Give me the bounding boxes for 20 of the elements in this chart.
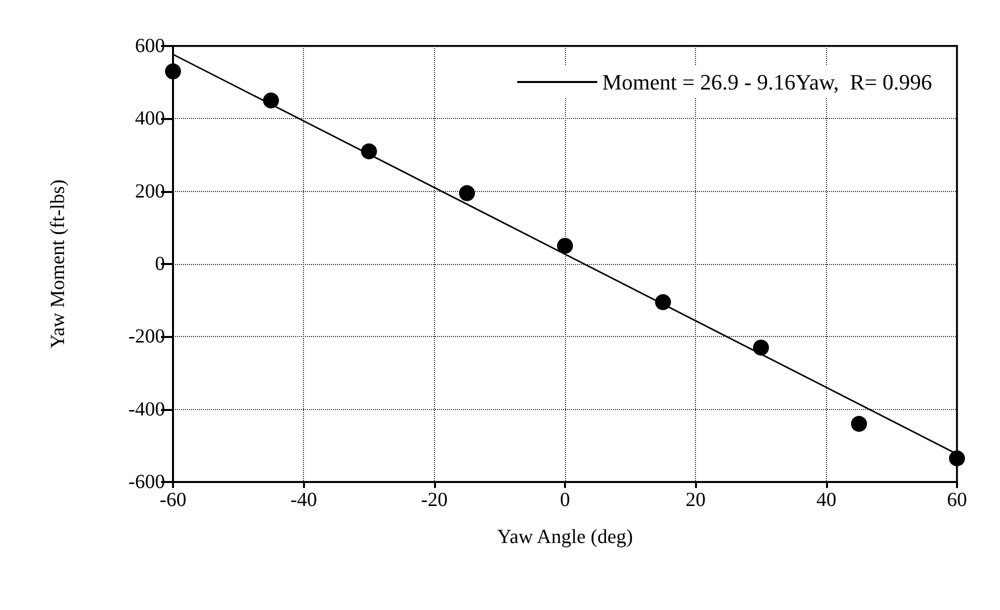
point (949, 450, 965, 466)
point (753, 340, 769, 356)
y-tick-label: -400 (128, 398, 165, 420)
point (459, 185, 475, 202)
x-tick-label: -20 (420, 489, 448, 511)
x-tick-label: 60 (947, 489, 967, 511)
x-tick-label: 20 (686, 489, 706, 511)
point (851, 416, 867, 432)
y-tick-label: 400 (135, 108, 165, 130)
point (557, 238, 573, 254)
legend-label: Moment = 26.9 - 9.16Yaw, R= 0.996 (602, 70, 932, 94)
y-tick-label: 600 (135, 35, 165, 57)
y-tick-label: 200 (135, 180, 165, 202)
x-tick-label: 40 (816, 489, 836, 511)
y-tick-label: -200 (128, 326, 165, 348)
y-axis-title: Yaw Moment (ft-lbs) (47, 179, 69, 349)
x-tick-label: 0 (560, 489, 570, 511)
point (165, 63, 181, 80)
x-axis-title: Yaw Angle (deg) (497, 526, 633, 548)
x-tick-label: -40 (290, 489, 318, 511)
